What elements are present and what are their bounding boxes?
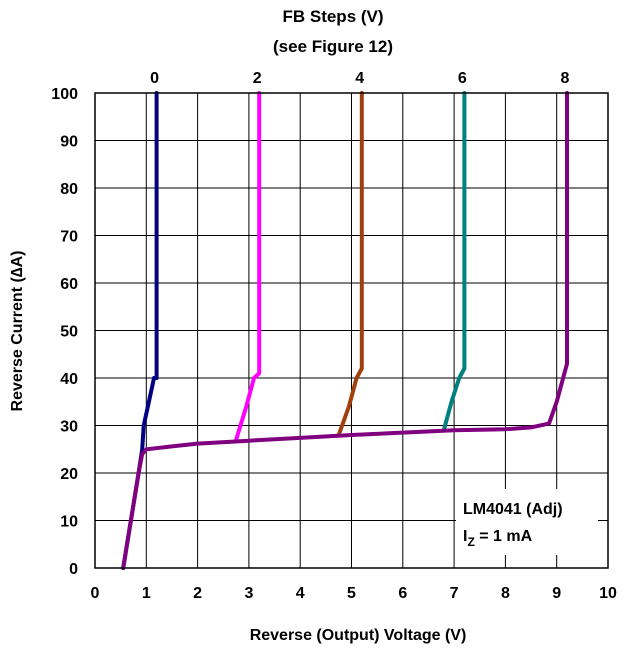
y-tick-label: 90 [60,134,78,151]
x-tick-label: 2 [193,585,202,602]
series-top-labels: 0 2 4 6 8 [150,70,569,87]
y-tick-label: 40 [60,371,78,388]
plot-frame [94,92,609,569]
y-tick-label: 100 [51,86,78,103]
annotation-box [456,489,598,555]
series-label-4: 4 [355,70,364,87]
series-label-8: 8 [561,70,570,87]
annotation-current-symbol: I [463,528,467,545]
y-tick-label: 0 [69,561,78,578]
y-tick-label: 20 [60,466,78,483]
chart-title-line-2: (see Figure 12) [273,37,393,56]
x-tick-label: 5 [347,585,356,602]
y-axis-label: Reverse Current (∆A) [9,251,26,412]
series-line-6 [441,91,467,433]
annotation-current: IZ = 1 mA [463,528,533,549]
y-tick-label: 10 [60,514,78,531]
chart-title-line-1: FB Steps (V) [282,7,383,26]
series-label-2: 2 [253,70,262,87]
y-tick-label: 80 [60,181,78,198]
y-tick-label: 70 [60,229,78,246]
series-group [121,91,569,570]
x-tick-label: 1 [142,585,151,602]
series-label-6: 6 [458,70,467,87]
series-line-4 [336,91,364,437]
x-tick-label: 3 [244,585,253,602]
y-tick-label: 60 [60,276,78,293]
series-label-0: 0 [150,70,159,87]
x-tick-label: 7 [450,585,459,602]
x-axis-label: Reverse (Output) Voltage (V) [250,627,467,644]
x-tick-label: 6 [398,585,407,602]
y-tick-labels: 0 10 20 30 40 50 60 70 80 90 100 [51,86,78,578]
y-tick-label: 30 [60,419,78,436]
x-tick-label: 9 [552,585,561,602]
annotation-current-value: = 1 mA [475,528,533,545]
y-tick-label: 50 [60,324,78,341]
x-tick-label: 0 [91,585,100,602]
x-tick-label: 8 [501,585,510,602]
annotation-current-subscript: Z [467,535,474,549]
x-tick-labels: 0 1 2 3 4 5 6 7 8 9 10 [91,585,617,602]
series-line-2 [234,91,262,442]
annotation-device: LM4041 (Adj) [463,501,563,518]
x-tick-label: 10 [599,585,617,602]
series-line-8 [121,91,569,570]
x-tick-label: 4 [296,585,305,602]
